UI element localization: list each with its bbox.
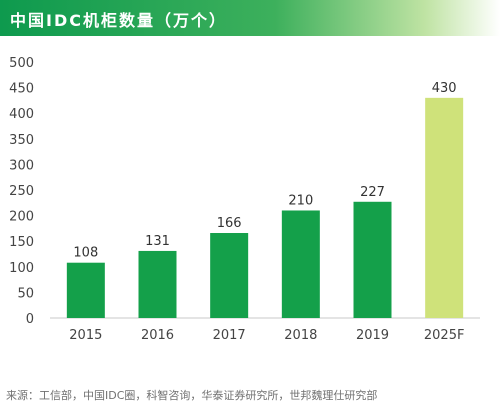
y-tick-label: 50 xyxy=(17,286,34,301)
y-tick-label: 400 xyxy=(9,107,34,122)
x-tick-label: 2017 xyxy=(213,328,246,343)
x-axis: 2015 2016 2017 2018 2019 2025F xyxy=(69,328,464,343)
bar-2016 xyxy=(138,250,177,318)
bar-chart: 0 50 100 150 200 250 300 350 400 450 500 108 131 166… xyxy=(9,56,480,343)
y-tick-label: 200 xyxy=(9,210,34,225)
data-label-2015: 108 xyxy=(73,246,98,261)
bar-2018 xyxy=(281,210,320,318)
y-tick-label: 150 xyxy=(9,235,34,250)
source-note: 来源：工信部，中国IDC圈，科智咨询，华泰证券研究所，世邦魏理仕研究部 xyxy=(6,389,378,402)
bar-2019 xyxy=(353,201,392,318)
data-label-2019: 227 xyxy=(360,185,385,200)
bar-2025F xyxy=(425,97,464,318)
data-label-2018: 210 xyxy=(288,193,313,208)
y-tick-label: 0 xyxy=(26,312,34,327)
bars: 108 131 166 210 227 430 xyxy=(66,81,464,318)
data-label-2025F: 430 xyxy=(432,81,457,96)
title-bar: 中国IDC机柜数量（万个） xyxy=(0,0,500,36)
data-label-2017: 166 xyxy=(217,216,242,231)
data-label-2016: 131 xyxy=(145,234,170,249)
bar-2017 xyxy=(210,233,249,318)
chart-title: 中国IDC机柜数量（万个） xyxy=(10,11,227,30)
y-axis: 0 50 100 150 200 250 300 350 400 450 500 xyxy=(9,56,34,327)
y-tick-label: 500 xyxy=(9,56,34,71)
x-tick-label: 2019 xyxy=(356,328,389,343)
x-tick-label: 2016 xyxy=(141,328,174,343)
bar-2015 xyxy=(66,262,105,318)
y-tick-label: 100 xyxy=(9,261,34,276)
y-tick-label: 300 xyxy=(9,158,34,173)
x-tick-label: 2025F xyxy=(424,328,465,343)
y-tick-label: 450 xyxy=(9,82,34,97)
y-tick-label: 350 xyxy=(9,133,34,148)
x-tick-label: 2015 xyxy=(69,328,102,343)
y-tick-label: 250 xyxy=(9,184,34,199)
x-tick-label: 2018 xyxy=(284,328,317,343)
